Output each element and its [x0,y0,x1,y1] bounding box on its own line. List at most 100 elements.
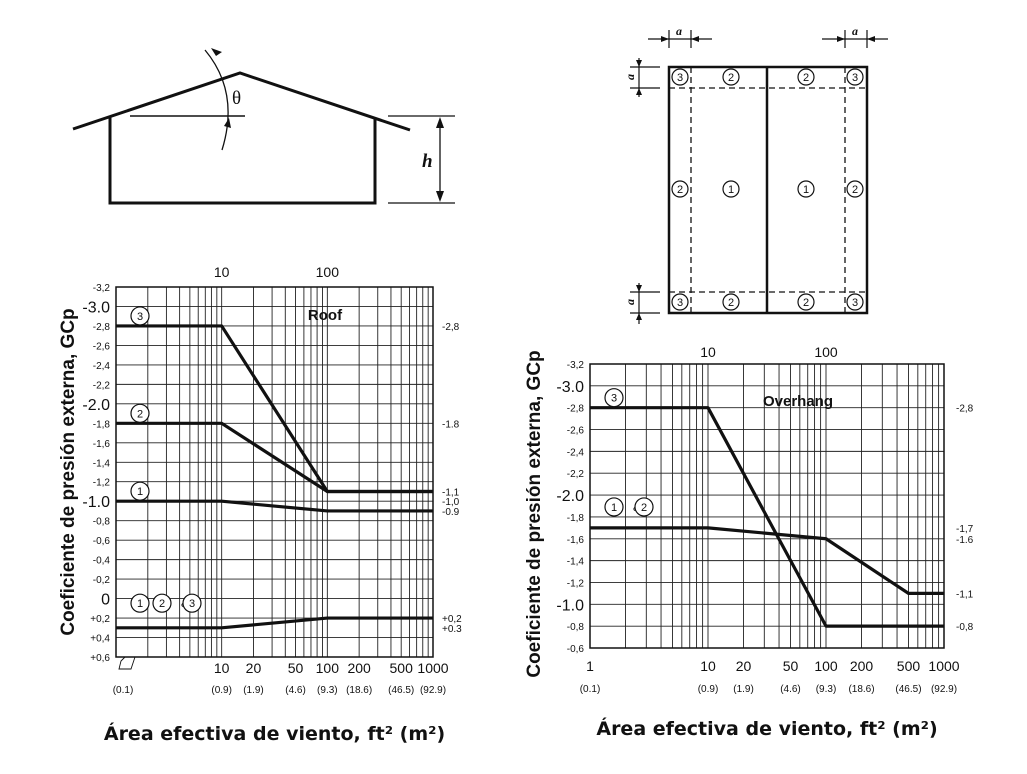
zone-tag-circle [130,481,150,501]
y-tick-label: -0,8 [567,622,585,633]
svg-text:2: 2 [803,297,809,309]
x-tick-sublabel: (46.5) [895,684,921,695]
y-tick-label: -1.0 [82,494,110,511]
svg-text:1: 1 [803,184,809,196]
zone-tag-number: 2 [159,598,165,610]
x-tick-sublabel: (0.9) [698,684,719,695]
x-tick-label: 100 [814,658,838,674]
plan-dimension-a-left-top [630,58,660,97]
x-tick-sublabel: (1.9) [733,684,754,695]
theta-arrow-tail [224,118,231,128]
plan-dimension-label-a: a [623,299,637,305]
zone-tag-circle [130,306,150,326]
zone-marker: 2 [722,293,740,311]
series-zone-tag: 2 [130,403,150,423]
svg-text:1: 1 [728,184,734,196]
theta-arrow-head [211,48,222,56]
right-value-label: -1,1 [442,487,460,498]
svg-text:2: 2 [728,297,734,309]
y-tick-label: -3,2 [93,283,111,294]
x-tick-sublabel: (92.9) [931,684,957,695]
right-value-label: -1.8 [442,419,460,430]
x-tick-label: 20 [736,658,752,674]
plan-dimension-a-left-bottom [630,283,660,324]
y-tick-label: -2.0 [82,397,110,414]
series-zone-tag: 3 [130,306,150,326]
top-tick-label: 10 [700,344,716,360]
zone-marker: 3 [846,68,864,86]
svg-text:3: 3 [677,72,683,84]
zone-marker: 3 [846,293,864,311]
top-tick-label: 100 [316,264,340,280]
y-tick-label: 0 [101,592,110,609]
zone-marker: 1 [797,180,815,198]
plan-dimension-a-top-left [648,30,712,48]
svg-text:3: 3 [852,297,858,309]
roof-outline [72,71,411,132]
building-section-diagram [72,48,455,205]
series-line [116,324,433,494]
y-tick-label: -2,2 [93,380,111,391]
zone-marker: 2 [722,68,740,86]
series-zone-tag: 1 [130,481,150,501]
series-line [116,616,433,630]
svg-text:2: 2 [803,72,809,84]
right-value-label: -0,8 [956,622,974,633]
x-tick-label: 10 [700,658,716,674]
zone-tag-number: 2 [641,502,647,514]
height-label: h [422,151,433,172]
svg-text:3: 3 [852,72,858,84]
wall-outline [108,117,377,205]
y-tick-label: -1,2 [93,478,111,489]
y-tick-label: -0,6 [567,644,585,655]
zone-tag-circle [604,497,624,517]
svg-text:2: 2 [852,184,858,196]
zone-marker: 3 [671,293,689,311]
y-tick-label: -1,4 [93,458,111,469]
plan-dimension-label-a: a [676,24,682,38]
x-tick-label: 100 [316,660,340,676]
x-tick-sublabel: (0.9) [211,685,232,696]
y-tick-label: -1,2 [567,578,585,589]
zone-marker: 2 [797,293,815,311]
zone-marker: 2 [671,180,689,198]
x-tick-label: 200 [850,658,874,674]
right-value-label: -1,1 [956,589,974,600]
svg-text:3: 3 [677,297,683,309]
zone-marker: 2 [797,68,815,86]
series-zone-tag: 1&2 [604,497,654,517]
chart-title: Roof [308,307,343,324]
theta-arc [204,49,229,151]
x-tick-label: 50 [288,660,304,676]
right-value-label: +0.3 [442,624,462,635]
zone-marker: 2 [846,180,864,198]
zone-tag-number: 3 [189,598,195,610]
y-tick-label: -0,8 [93,517,111,528]
right-value-label: -1,7 [956,524,974,535]
plot-frame [115,286,434,658]
y-tick-label: -2,8 [567,404,585,415]
theta-label: θ [232,88,241,109]
y-tick-label: -2,8 [93,322,111,333]
y-tick-label: -2,4 [93,361,111,372]
x-tick-label: 1000 [417,660,448,676]
roof-chart: -3,2 -3.0 -2,8 -2,6 -2,4 -2,2 -2.0 -1,8 -1,6 -1,4… [58,264,462,745]
y-tick-label: -2,6 [93,341,111,352]
zone-tag-number: 2 [137,408,143,420]
x-tick-label: 500 [390,660,414,676]
y-tick-label: -0,4 [93,556,111,567]
y-tick-label: -0,2 [93,575,111,586]
right-value-label: -2,8 [442,322,460,333]
plot-frame [589,363,945,649]
plan-zone-markers: 3 2 2 3 2 1 1 2 3 2 2 3 [671,68,864,311]
series-line [590,406,944,628]
series-zone-tag: 3 [604,388,624,408]
x-tick-label: 200 [347,660,371,676]
zone-marker: 1 [722,180,740,198]
y-tick-label: -1,8 [93,419,111,430]
right-value-label: -1.6 [956,535,974,546]
y-axis-label: Coeficiente de presión externa, GCp [58,308,79,635]
y-tick-label: -2,4 [567,447,585,458]
x-tick-label: 1 [586,658,594,674]
